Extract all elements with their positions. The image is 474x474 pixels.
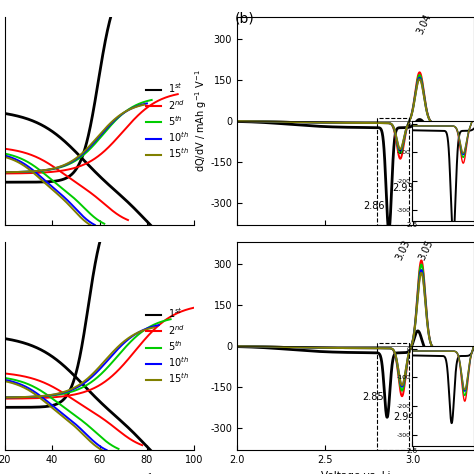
Text: 3.04: 3.04 bbox=[415, 12, 433, 36]
Y-axis label: dQ/dV / mAh g$^{-1}$ V$^{-1}$: dQ/dV / mAh g$^{-1}$ V$^{-1}$ bbox=[193, 70, 209, 172]
Text: (b): (b) bbox=[235, 12, 255, 26]
Text: 2.86: 2.86 bbox=[363, 201, 385, 211]
Text: 2.93: 2.93 bbox=[392, 183, 414, 193]
Legend: 1$^{st}$, 2$^{nd}$, 5$^{th}$, 10$^{th}$, 15$^{th}$: 1$^{st}$, 2$^{nd}$, 5$^{th}$, 10$^{th}$,… bbox=[146, 307, 190, 385]
Text: 3.03: 3.03 bbox=[394, 239, 412, 262]
X-axis label: c capacity / mAh g$^{-1}$: c capacity / mAh g$^{-1}$ bbox=[45, 471, 154, 474]
Bar bbox=[377, 343, 409, 450]
Legend: 1$^{st}$, 2$^{nd}$, 5$^{th}$, 10$^{th}$, 15$^{th}$: 1$^{st}$, 2$^{nd}$, 5$^{th}$, 10$^{th}$,… bbox=[146, 82, 190, 160]
Text: 3.05: 3.05 bbox=[417, 238, 435, 262]
Text: 2.94: 2.94 bbox=[393, 412, 415, 422]
Text: 2.85: 2.85 bbox=[362, 392, 384, 402]
Bar bbox=[377, 118, 409, 225]
X-axis label: Voltage vs. Li: Voltage vs. Li bbox=[321, 471, 390, 474]
